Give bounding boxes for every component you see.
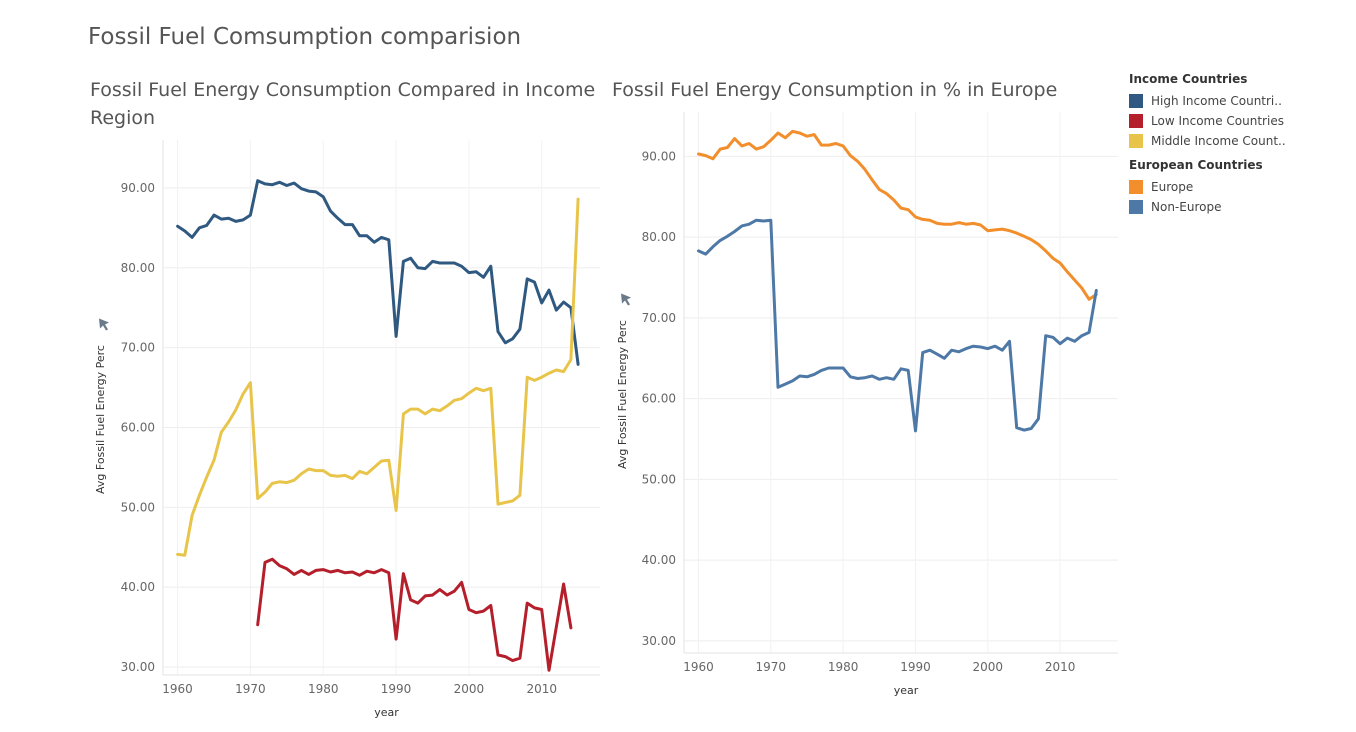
legend-label: Middle Income Count.. <box>1151 134 1286 148</box>
pin-icon <box>99 318 109 331</box>
legend-item-low-income[interactable]: Low Income Countries <box>1129 111 1286 131</box>
x-tick-label: 1960 <box>162 682 193 696</box>
x-tick-label: 1990 <box>381 682 412 696</box>
legend-item-high-income[interactable]: High Income Countri.. <box>1129 91 1286 111</box>
legend-label: Low Income Countries <box>1151 114 1284 128</box>
legend-swatch <box>1129 134 1143 148</box>
y-axis-title: Avg Fossil Fuel Energy Perc <box>94 345 107 494</box>
y-tick-label: 30.00 <box>121 660 155 674</box>
legend-label: Non-Europe <box>1151 200 1222 214</box>
legend-income-title: Income Countries <box>1129 72 1248 86</box>
legend-swatch <box>1129 114 1143 128</box>
legend-item-non-europe[interactable]: Non-Europe <box>1129 197 1263 217</box>
legend-europe-title: European Countries <box>1129 158 1263 172</box>
x-tick-label: 1980 <box>308 682 339 696</box>
legend-item-europe[interactable]: Europe <box>1129 177 1263 197</box>
legend-income: Income Countries High Income Countri.. L… <box>1129 72 1286 151</box>
legend-label: Europe <box>1151 180 1194 194</box>
series-line-high-income-countri <box>176 179 580 366</box>
x-tick-label: 2010 <box>526 682 557 696</box>
series-line-middle-income-count <box>176 197 580 557</box>
legend-swatch <box>1129 200 1143 214</box>
dashboard-title: Fossil Fuel Comsumption comparision <box>88 24 522 50</box>
y-tick-label: 50.00 <box>121 500 155 514</box>
series-line-low-income-countries <box>256 557 573 672</box>
legend-swatch <box>1129 180 1143 194</box>
x-tick-label: 2000 <box>454 682 485 696</box>
y-tick-label: 70.00 <box>121 341 155 355</box>
x-axis-title: year <box>374 706 399 719</box>
chart-title-income: Fossil Fuel Energy Consumption Compared … <box>90 79 596 129</box>
x-tick-label: 1970 <box>235 682 266 696</box>
y-tick-label: 80.00 <box>121 261 155 275</box>
legend-label: High Income Countri.. <box>1151 94 1282 108</box>
y-tick-label: 90.00 <box>121 181 155 195</box>
legend-europe: European Countries Europe Non-Europe <box>1129 158 1263 217</box>
y-tick-label: 60.00 <box>121 420 155 434</box>
chart-title-europe: Fossil Fuel Energy Consumption in % in E… <box>612 79 1058 101</box>
legend-swatch <box>1129 94 1143 108</box>
legend-item-middle-income[interactable]: Middle Income Count.. <box>1129 131 1286 151</box>
y-tick-label: 40.00 <box>121 580 155 594</box>
